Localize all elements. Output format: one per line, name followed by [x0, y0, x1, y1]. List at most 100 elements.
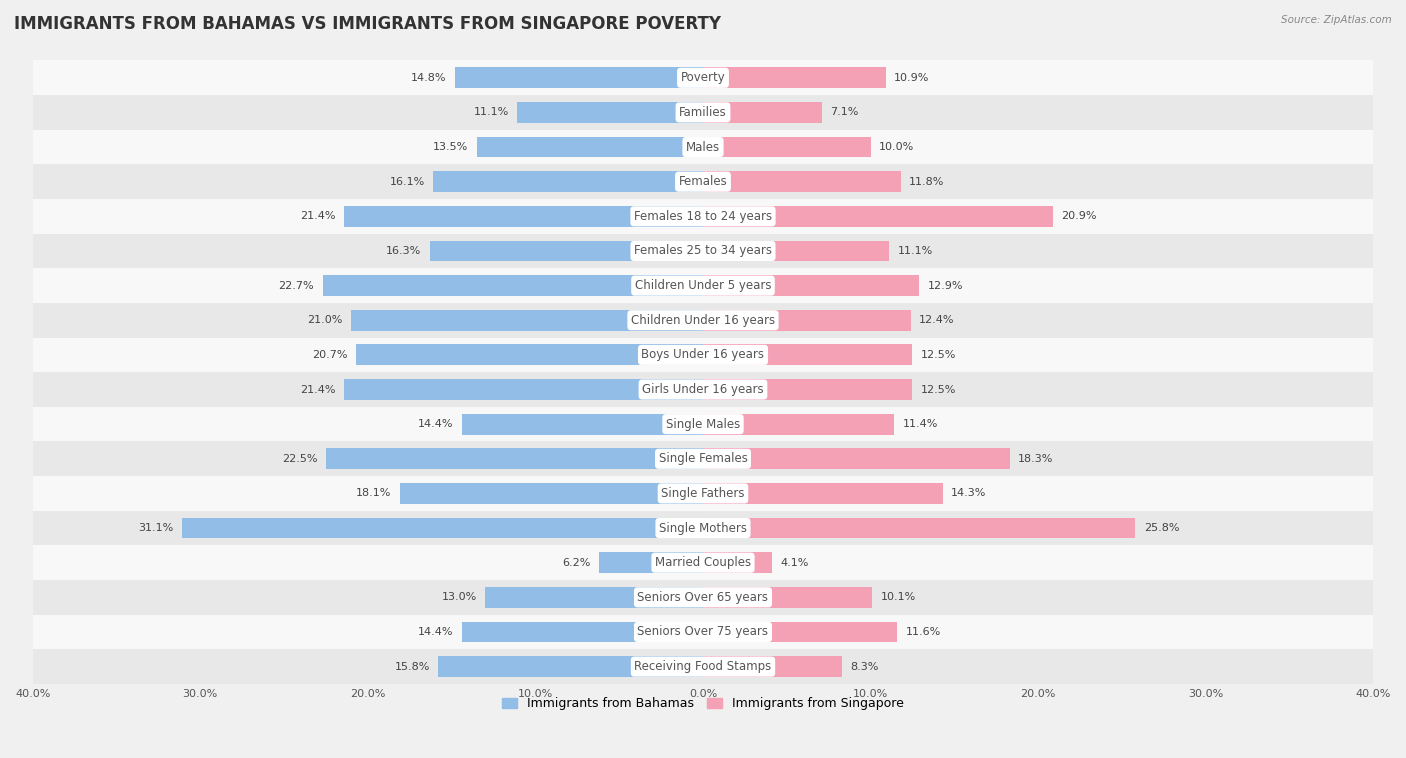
- Text: 11.1%: 11.1%: [897, 246, 932, 256]
- Text: 20.9%: 20.9%: [1062, 211, 1097, 221]
- Text: 11.1%: 11.1%: [474, 108, 509, 117]
- Text: 31.1%: 31.1%: [138, 523, 173, 533]
- Text: 18.3%: 18.3%: [1018, 454, 1053, 464]
- Bar: [32, 233, 1374, 268]
- Bar: [32, 407, 1374, 441]
- Bar: [32, 511, 1374, 545]
- Text: 4.1%: 4.1%: [780, 558, 808, 568]
- Bar: [439, 656, 703, 677]
- Text: 13.5%: 13.5%: [433, 142, 468, 152]
- Text: 22.7%: 22.7%: [278, 280, 314, 290]
- Text: 14.4%: 14.4%: [418, 627, 453, 637]
- Text: Children Under 16 years: Children Under 16 years: [631, 314, 775, 327]
- Text: 20.7%: 20.7%: [312, 350, 347, 360]
- Text: 21.4%: 21.4%: [301, 211, 336, 221]
- Bar: [326, 449, 703, 469]
- Bar: [356, 344, 703, 365]
- Text: 15.8%: 15.8%: [395, 662, 430, 672]
- Bar: [456, 67, 703, 88]
- Bar: [399, 483, 703, 504]
- Text: 25.8%: 25.8%: [1143, 523, 1180, 533]
- Bar: [703, 379, 912, 400]
- Bar: [485, 587, 703, 608]
- Text: Children Under 5 years: Children Under 5 years: [634, 279, 772, 292]
- Bar: [703, 275, 920, 296]
- Text: 8.3%: 8.3%: [851, 662, 879, 672]
- Bar: [32, 580, 1374, 615]
- Text: Seniors Over 65 years: Seniors Over 65 years: [637, 590, 769, 604]
- Bar: [32, 337, 1374, 372]
- Bar: [703, 656, 842, 677]
- Bar: [461, 622, 703, 642]
- Bar: [344, 379, 703, 400]
- Bar: [32, 130, 1374, 164]
- Text: 10.9%: 10.9%: [894, 73, 929, 83]
- Bar: [352, 310, 703, 330]
- Text: Females 18 to 24 years: Females 18 to 24 years: [634, 210, 772, 223]
- Text: Boys Under 16 years: Boys Under 16 years: [641, 349, 765, 362]
- Bar: [32, 61, 1374, 95]
- Text: Females: Females: [679, 175, 727, 188]
- Text: 16.3%: 16.3%: [387, 246, 422, 256]
- Text: 16.1%: 16.1%: [389, 177, 425, 186]
- Text: 13.0%: 13.0%: [441, 592, 477, 603]
- Text: Receiving Food Stamps: Receiving Food Stamps: [634, 660, 772, 673]
- Bar: [703, 449, 1010, 469]
- Bar: [430, 240, 703, 262]
- Text: 10.0%: 10.0%: [879, 142, 914, 152]
- Bar: [433, 171, 703, 192]
- Bar: [703, 136, 870, 158]
- Text: Females 25 to 34 years: Females 25 to 34 years: [634, 245, 772, 258]
- Bar: [703, 310, 911, 330]
- Text: 6.2%: 6.2%: [562, 558, 591, 568]
- Text: Girls Under 16 years: Girls Under 16 years: [643, 383, 763, 396]
- Bar: [703, 67, 886, 88]
- Bar: [703, 518, 1136, 538]
- Bar: [703, 587, 872, 608]
- Text: Families: Families: [679, 106, 727, 119]
- Text: Males: Males: [686, 140, 720, 154]
- Text: 18.1%: 18.1%: [356, 488, 391, 499]
- Text: 10.1%: 10.1%: [880, 592, 915, 603]
- Text: 12.5%: 12.5%: [921, 384, 956, 394]
- Text: Single Females: Single Females: [658, 453, 748, 465]
- Text: 21.4%: 21.4%: [301, 384, 336, 394]
- Text: Single Fathers: Single Fathers: [661, 487, 745, 500]
- Text: 12.4%: 12.4%: [920, 315, 955, 325]
- Bar: [517, 102, 703, 123]
- Text: Source: ZipAtlas.com: Source: ZipAtlas.com: [1281, 15, 1392, 25]
- Text: 11.6%: 11.6%: [905, 627, 941, 637]
- Bar: [461, 414, 703, 434]
- Bar: [703, 171, 901, 192]
- Bar: [703, 414, 894, 434]
- Bar: [32, 199, 1374, 233]
- Text: Married Couples: Married Couples: [655, 556, 751, 569]
- Bar: [703, 206, 1053, 227]
- Bar: [32, 545, 1374, 580]
- Bar: [32, 164, 1374, 199]
- Text: 14.8%: 14.8%: [411, 73, 447, 83]
- Bar: [703, 553, 772, 573]
- Bar: [32, 268, 1374, 303]
- Text: Single Males: Single Males: [666, 418, 740, 431]
- Text: 7.1%: 7.1%: [831, 108, 859, 117]
- Bar: [703, 483, 942, 504]
- Bar: [32, 372, 1374, 407]
- Bar: [32, 476, 1374, 511]
- Text: 14.3%: 14.3%: [950, 488, 987, 499]
- Text: 12.9%: 12.9%: [928, 280, 963, 290]
- Text: 14.4%: 14.4%: [418, 419, 453, 429]
- Bar: [322, 275, 703, 296]
- Bar: [32, 615, 1374, 650]
- Text: IMMIGRANTS FROM BAHAMAS VS IMMIGRANTS FROM SINGAPORE POVERTY: IMMIGRANTS FROM BAHAMAS VS IMMIGRANTS FR…: [14, 15, 721, 33]
- Text: 12.5%: 12.5%: [921, 350, 956, 360]
- Bar: [703, 622, 897, 642]
- Bar: [477, 136, 703, 158]
- Legend: Immigrants from Bahamas, Immigrants from Singapore: Immigrants from Bahamas, Immigrants from…: [498, 692, 908, 715]
- Text: Poverty: Poverty: [681, 71, 725, 84]
- Bar: [599, 553, 703, 573]
- Bar: [344, 206, 703, 227]
- Bar: [703, 344, 912, 365]
- Bar: [32, 95, 1374, 130]
- Text: 11.8%: 11.8%: [910, 177, 945, 186]
